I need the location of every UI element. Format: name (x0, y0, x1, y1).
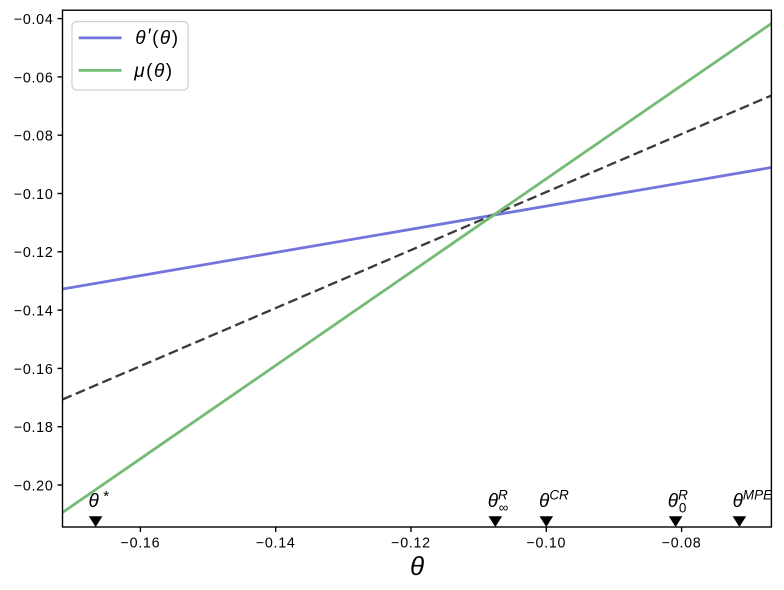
svg-text:−0.14: −0.14 (14, 304, 54, 320)
svg-text:−0.14: −0.14 (256, 536, 296, 552)
svg-text:−0.04: −0.04 (14, 12, 54, 28)
svg-text:−0.18: −0.18 (14, 420, 54, 436)
svg-text:−0.08: −0.08 (14, 129, 54, 145)
svg-text:−0.16: −0.16 (14, 362, 54, 378)
svg-text:θR∞: θR ∞ (488, 487, 509, 515)
svg-text:−0.06: −0.06 (14, 70, 54, 86)
svg-text:*: * (103, 488, 109, 505)
svg-text:−0.10: −0.10 (14, 187, 54, 203)
svg-text:−0.10: −0.10 (526, 536, 566, 552)
svg-text:μ(θ): μ(θ) (133, 61, 173, 82)
svg-text:θR0: θR 0 (668, 487, 688, 515)
svg-text:−0.08: −0.08 (662, 536, 702, 552)
svg-text:−0.12: −0.12 (391, 536, 431, 552)
svg-text:θ′(θ): θ′(θ) (135, 26, 179, 49)
svg-text:θCR: θCR (539, 487, 569, 512)
svg-text:−0.12: −0.12 (14, 245, 54, 261)
svg-text:θ: θ (89, 491, 100, 512)
svg-text:−0.16: −0.16 (121, 536, 161, 552)
svg-text:θMPE: θMPE (733, 487, 774, 512)
svg-text:θ: θ (410, 551, 424, 581)
svg-text:−0.20: −0.20 (14, 478, 54, 494)
